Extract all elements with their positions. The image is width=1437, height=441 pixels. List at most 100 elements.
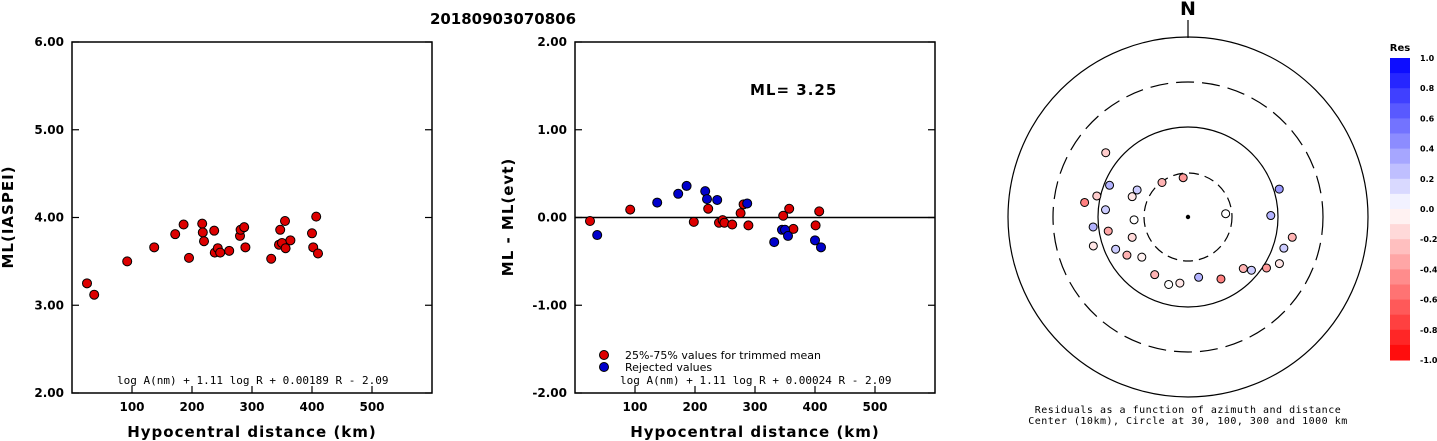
data-point bbox=[184, 252, 194, 263]
data-point bbox=[224, 245, 235, 256]
y-tick-label: 3.00 bbox=[34, 298, 64, 312]
data-point bbox=[742, 198, 753, 209]
y-tick-label: 1.00 bbox=[537, 123, 567, 137]
y-axis-label-1: ML(IASPEI) bbox=[0, 165, 17, 268]
panel-ml-vs-distance: 100 200 300 400 500 2.00 3.00 4.00 5.00 6.00 log … bbox=[0, 35, 433, 441]
x-tick-label: 100 bbox=[119, 400, 144, 414]
data-point bbox=[209, 225, 220, 236]
colorbar-swatch bbox=[1390, 299, 1410, 316]
data-point bbox=[280, 216, 290, 227]
legend-marker-rejected bbox=[599, 362, 609, 372]
station-marker bbox=[1164, 279, 1174, 289]
data-point bbox=[240, 242, 251, 253]
y-tick-label: -1.00 bbox=[532, 298, 567, 312]
station-marker bbox=[1127, 232, 1137, 242]
station-marker bbox=[1129, 215, 1139, 225]
data-point bbox=[810, 235, 820, 246]
x-tick-label: 300 bbox=[239, 400, 264, 414]
station-marker bbox=[1105, 180, 1115, 190]
colorbar-swatch bbox=[1390, 58, 1410, 74]
station-marker bbox=[1274, 259, 1284, 269]
colorbar-tick-label: -1.0 bbox=[1420, 356, 1437, 365]
colorbar-swatch bbox=[1390, 163, 1410, 180]
data-point bbox=[239, 222, 250, 233]
data-point bbox=[197, 227, 208, 238]
data-point bbox=[585, 216, 595, 227]
ring-300km bbox=[1052, 81, 1324, 353]
station-marker bbox=[1274, 184, 1284, 194]
data-point bbox=[122, 256, 133, 267]
x-tick-label: 300 bbox=[742, 400, 767, 414]
formula-2: log A(nm) + 1.11 log R + 0.00024 R - 2.0… bbox=[620, 374, 892, 387]
station-marker bbox=[1111, 244, 1121, 254]
data-point bbox=[727, 219, 738, 230]
data-point bbox=[652, 197, 663, 208]
station-marker bbox=[1127, 192, 1137, 202]
data-point bbox=[178, 219, 189, 230]
x-tick-label: 200 bbox=[682, 400, 707, 414]
colorbar-tick-label: 0.6 bbox=[1420, 114, 1435, 123]
colorbar-title: Res bbox=[1390, 43, 1410, 54]
station-marker bbox=[1266, 211, 1276, 221]
data-point bbox=[592, 230, 603, 241]
station-marker bbox=[1178, 173, 1188, 183]
data-point bbox=[784, 203, 795, 214]
station-marker bbox=[1246, 265, 1256, 275]
colorbar-tick-label: 0.0 bbox=[1420, 205, 1435, 214]
data-point bbox=[215, 247, 226, 258]
y-axis-label-2: ML - ML(evt) bbox=[499, 158, 517, 276]
y-tick-label: 6.00 bbox=[34, 35, 64, 49]
station-marker bbox=[1175, 278, 1185, 288]
station-marker bbox=[1101, 148, 1111, 158]
colorbar-swatch bbox=[1390, 118, 1410, 134]
station-marker bbox=[1194, 272, 1204, 282]
ml-value-label: ML= 3.25 bbox=[750, 81, 837, 99]
data-point bbox=[735, 208, 746, 219]
data-point bbox=[814, 206, 825, 217]
y-tick-label: 0.00 bbox=[537, 211, 567, 225]
colorbar-tick-label: 1.0 bbox=[1420, 54, 1435, 63]
station-marker bbox=[1132, 185, 1142, 195]
y-tick-label: 2.00 bbox=[34, 386, 64, 400]
y-tick-label: 5.00 bbox=[34, 123, 64, 137]
data-point bbox=[199, 236, 209, 247]
data-point bbox=[170, 229, 181, 240]
station-marker bbox=[1238, 264, 1248, 274]
data-point bbox=[275, 224, 286, 235]
y-tick-label: -2.00 bbox=[532, 386, 567, 400]
colorbar-swatch bbox=[1390, 88, 1410, 104]
data-point bbox=[266, 253, 277, 264]
data-point bbox=[688, 216, 699, 227]
colorbar-swatch bbox=[1390, 254, 1410, 270]
station-marker bbox=[1261, 263, 1271, 273]
x-axis-label-1: Hypocentral distance (km) bbox=[127, 423, 377, 441]
station-marker bbox=[1080, 197, 1090, 207]
colorbar-swatch bbox=[1390, 209, 1410, 225]
data-point bbox=[280, 243, 291, 254]
data-point bbox=[743, 220, 754, 231]
x-tick-label: 400 bbox=[802, 400, 827, 414]
panel-residuals: 100 200 300 400 500 -2.00 -1.00 0.00 1.00 2.00 ML… bbox=[499, 35, 936, 441]
station-marker bbox=[1092, 191, 1102, 201]
station-marker bbox=[1157, 177, 1167, 187]
data-point bbox=[703, 203, 714, 214]
colorbar-swatch bbox=[1390, 314, 1410, 331]
y-tick-label: 4.00 bbox=[34, 211, 64, 225]
colorbar-swatch bbox=[1390, 73, 1410, 89]
data-point bbox=[149, 242, 160, 253]
station-marker bbox=[1287, 232, 1297, 242]
data-point bbox=[816, 242, 826, 253]
caption-line-1: Residuals as a function of azimuth and d… bbox=[1035, 405, 1341, 416]
data-point bbox=[82, 278, 92, 289]
station-marker bbox=[1279, 243, 1289, 253]
legend-label-rejected: Rejected values bbox=[625, 361, 712, 374]
station-marker bbox=[1088, 241, 1098, 251]
colorbar-swatch bbox=[1390, 103, 1410, 119]
data-point bbox=[769, 237, 780, 248]
colorbar-tick-label: -0.6 bbox=[1420, 296, 1437, 305]
colorbar-tick-label: 0.2 bbox=[1420, 175, 1434, 184]
formula-1: log A(nm) + 1.11 log R + 0.00189 R - 2.0… bbox=[117, 374, 389, 387]
colorbar-tick-label: -0.2 bbox=[1420, 235, 1437, 244]
data-point bbox=[702, 194, 712, 205]
